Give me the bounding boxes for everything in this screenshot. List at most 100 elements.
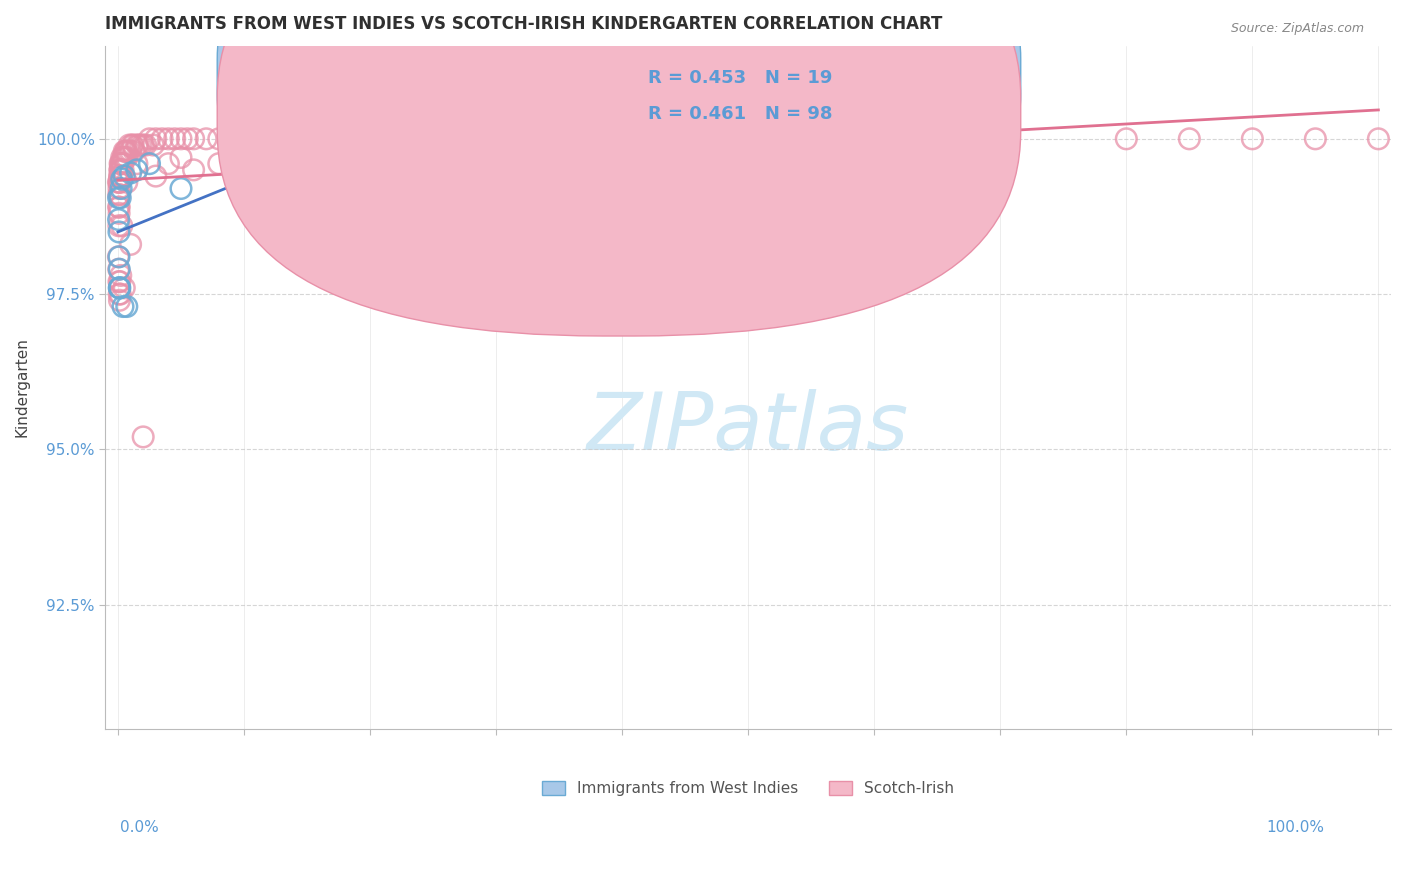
Point bbox=[157, 132, 180, 146]
Point bbox=[170, 181, 193, 195]
Point bbox=[673, 132, 696, 146]
Point bbox=[485, 132, 508, 146]
Point bbox=[233, 132, 256, 146]
Point bbox=[112, 281, 135, 295]
Text: 100.0%: 100.0% bbox=[1267, 821, 1324, 835]
Point bbox=[988, 132, 1011, 146]
Point bbox=[863, 132, 886, 146]
Point bbox=[108, 281, 131, 295]
Point bbox=[208, 132, 231, 146]
Point bbox=[111, 300, 134, 314]
Point bbox=[111, 156, 134, 170]
Point bbox=[121, 138, 143, 153]
Point bbox=[135, 138, 157, 153]
Point bbox=[108, 181, 131, 195]
Point bbox=[124, 145, 146, 159]
Point bbox=[125, 138, 148, 153]
Point bbox=[183, 132, 205, 146]
FancyBboxPatch shape bbox=[217, 0, 1021, 299]
Point bbox=[145, 169, 167, 183]
Point bbox=[108, 262, 131, 277]
Point bbox=[108, 275, 131, 289]
Point bbox=[107, 250, 129, 264]
Point bbox=[110, 156, 132, 170]
Point bbox=[295, 145, 318, 159]
Point bbox=[115, 175, 138, 189]
Point bbox=[422, 138, 444, 153]
Point bbox=[114, 145, 136, 159]
Point bbox=[108, 250, 131, 264]
Point bbox=[122, 138, 145, 153]
Point bbox=[114, 151, 136, 165]
Point bbox=[118, 138, 141, 153]
Point bbox=[610, 132, 633, 146]
Point bbox=[120, 237, 142, 252]
Point bbox=[110, 156, 132, 170]
Point bbox=[308, 162, 330, 177]
Point bbox=[108, 206, 131, 220]
Point bbox=[108, 281, 131, 295]
Point bbox=[283, 132, 305, 146]
Point bbox=[108, 287, 131, 301]
Point bbox=[1367, 132, 1389, 146]
Point bbox=[108, 281, 131, 295]
Point bbox=[132, 430, 155, 444]
FancyBboxPatch shape bbox=[581, 45, 941, 145]
Point bbox=[117, 145, 139, 159]
FancyBboxPatch shape bbox=[217, 0, 1021, 336]
Point bbox=[110, 268, 132, 283]
Point bbox=[110, 191, 132, 205]
Legend: Immigrants from West Indies, Scotch-Irish: Immigrants from West Indies, Scotch-Iris… bbox=[543, 781, 955, 797]
Y-axis label: Kindergarten: Kindergarten bbox=[15, 337, 30, 437]
Point bbox=[107, 200, 129, 214]
Point bbox=[115, 145, 138, 159]
Point bbox=[163, 132, 186, 146]
Point bbox=[108, 162, 131, 177]
Point bbox=[111, 219, 134, 233]
Point bbox=[422, 132, 444, 146]
Point bbox=[108, 225, 131, 239]
Point bbox=[111, 172, 134, 186]
Point bbox=[673, 132, 696, 146]
Text: R = 0.453   N = 19: R = 0.453 N = 19 bbox=[648, 69, 832, 87]
Point bbox=[548, 132, 571, 146]
Point bbox=[108, 200, 131, 214]
Point bbox=[108, 187, 131, 202]
Point bbox=[150, 132, 173, 146]
Point bbox=[110, 169, 132, 183]
Point bbox=[257, 132, 280, 146]
Point bbox=[176, 132, 198, 146]
Point bbox=[1305, 132, 1327, 146]
Point bbox=[110, 181, 132, 195]
Point bbox=[108, 175, 131, 189]
Point bbox=[120, 166, 142, 180]
Text: Source: ZipAtlas.com: Source: ZipAtlas.com bbox=[1230, 22, 1364, 36]
Point bbox=[111, 151, 134, 165]
Point bbox=[138, 132, 160, 146]
Point bbox=[112, 145, 135, 159]
Point bbox=[115, 300, 138, 314]
Point bbox=[108, 169, 131, 183]
Point bbox=[246, 132, 269, 146]
Point bbox=[110, 162, 132, 177]
Text: ZIPatlas: ZIPatlas bbox=[588, 389, 910, 467]
Point bbox=[359, 132, 381, 146]
Point bbox=[107, 175, 129, 189]
Point bbox=[308, 132, 330, 146]
Point bbox=[170, 132, 193, 146]
Point bbox=[110, 287, 132, 301]
Point bbox=[1115, 132, 1137, 146]
Point bbox=[110, 162, 132, 177]
Point bbox=[208, 156, 231, 170]
Text: 0.0%: 0.0% bbox=[120, 821, 159, 835]
Point bbox=[107, 187, 129, 202]
Point bbox=[129, 138, 152, 153]
Point bbox=[737, 132, 759, 146]
Point bbox=[108, 293, 131, 308]
Point bbox=[221, 132, 243, 146]
Point bbox=[120, 145, 142, 159]
Point bbox=[183, 162, 205, 177]
Text: R = 0.461   N = 98: R = 0.461 N = 98 bbox=[648, 105, 832, 123]
Point bbox=[115, 151, 138, 165]
Point bbox=[359, 145, 381, 159]
